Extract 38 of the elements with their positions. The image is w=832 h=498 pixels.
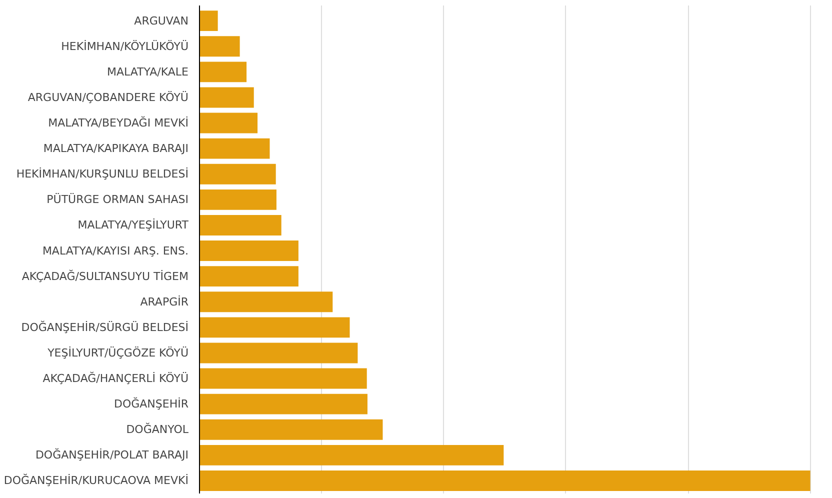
y-tick-label: AKÇADAĞ/SULTANSUYU TİGEM xyxy=(22,268,189,283)
bar xyxy=(200,368,367,389)
y-tick-label: DOĞANŞEHİR/KURUCAOVA MEVKİ xyxy=(4,473,189,488)
bar xyxy=(200,215,282,236)
y-tick-label: AKÇADAĞ/HANÇERLİ KÖYÜ xyxy=(42,371,189,386)
y-tick-label: PÜTÜRGE ORMAN SAHASI xyxy=(46,192,189,206)
bar xyxy=(200,317,350,338)
y-tick-label: ARGUVAN xyxy=(134,14,189,28)
y-tick-label: DOĞANŞEHİR/POLAT BARAJI xyxy=(35,448,189,462)
y-tick-label: MALATYA/KAPIKAYA BARAJI xyxy=(43,142,189,156)
bar xyxy=(200,292,333,312)
y-tick-label: DOĞANŞEHİR xyxy=(114,396,189,411)
bar xyxy=(200,394,368,414)
bar xyxy=(200,189,276,210)
y-tick-label: HEKİMHAN/KURŞUNLU BELDESİ xyxy=(16,166,189,181)
y-tick-label: ARGUVAN/ÇOBANDERE KÖYÜ xyxy=(28,90,189,104)
y-tick-label: DOĞANŞEHİR/SÜRGÜ BELDESİ xyxy=(21,320,189,334)
y-tick-label: DOĞANYOL xyxy=(126,422,190,436)
y-tick-label: HEKİMHAN/KÖYLÜKÖYÜ xyxy=(61,38,188,53)
bar xyxy=(200,87,254,108)
bar xyxy=(200,10,218,32)
bar xyxy=(200,240,298,261)
y-tick-label: MALATYA/YEŞİLYURT xyxy=(78,218,189,232)
bar xyxy=(200,470,810,491)
y-tick-label: YEŞİLYURT/ÜÇGÖZE KÖYÜ xyxy=(46,345,188,360)
y-tick-label: MALATYA/BEYDAĞI MEVKİ xyxy=(48,116,189,130)
bar xyxy=(200,266,298,287)
y-tick-label: MALATYA/KALE xyxy=(106,65,189,78)
y-tick-label: MALATYA/KAYISI ARŞ. ENS. xyxy=(42,244,188,258)
bar xyxy=(200,138,270,159)
bar xyxy=(200,112,258,134)
y-tick-label: ARAPGİR xyxy=(140,294,189,308)
bar xyxy=(200,62,247,82)
bar xyxy=(200,419,383,440)
bar xyxy=(200,164,276,184)
bar xyxy=(200,342,358,364)
bar xyxy=(200,36,240,57)
bar xyxy=(200,444,504,466)
